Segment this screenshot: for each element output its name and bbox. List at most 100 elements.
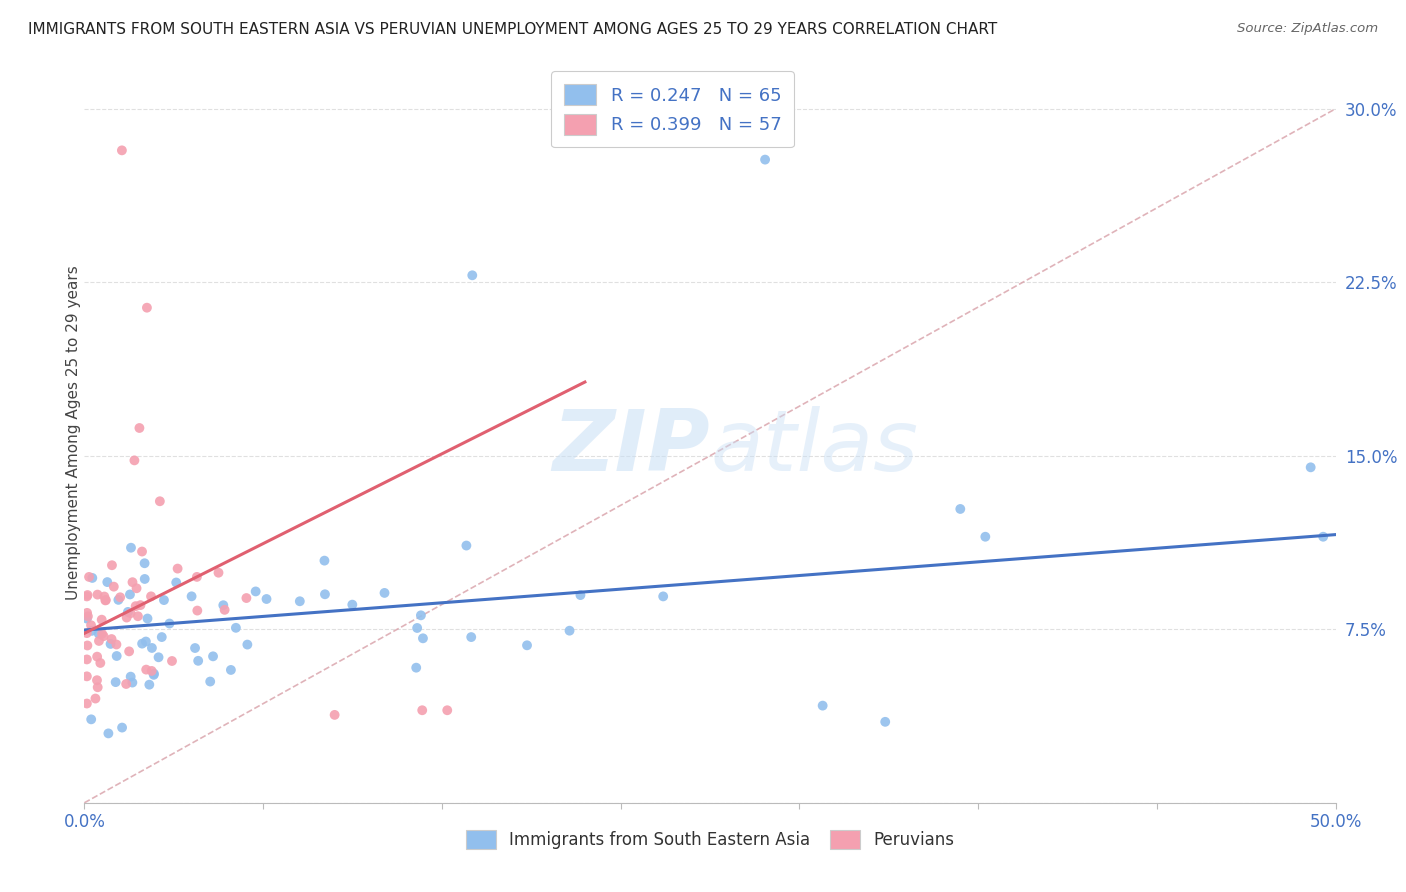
Point <box>148 650 170 665</box>
Point <box>124 599 146 614</box>
Point <box>118 644 141 658</box>
Point <box>184 640 207 655</box>
Point <box>128 421 150 435</box>
Point <box>101 558 124 573</box>
Point <box>90 613 112 627</box>
Point <box>120 670 142 684</box>
Point <box>100 632 122 646</box>
Point <box>107 592 129 607</box>
Point <box>323 707 346 722</box>
Point <box>166 561 188 575</box>
Legend: Immigrants from South Eastern Asia, Peruvians: Immigrants from South Eastern Asia, Peru… <box>457 822 963 857</box>
Point <box>93 590 115 604</box>
Point <box>131 544 153 558</box>
Point <box>120 541 142 555</box>
Point <box>77 609 100 624</box>
Point <box>516 638 538 652</box>
Point <box>100 637 122 651</box>
Point <box>186 604 208 618</box>
Point <box>93 629 115 643</box>
Point <box>314 554 336 568</box>
Point <box>80 618 103 632</box>
Point <box>245 584 267 599</box>
Point <box>165 575 187 590</box>
Point <box>120 606 142 620</box>
Point <box>129 598 152 612</box>
Point <box>142 668 165 682</box>
Point <box>1312 530 1334 544</box>
Point <box>652 590 675 604</box>
Point <box>86 588 108 602</box>
Point <box>111 144 134 158</box>
Point <box>150 630 173 644</box>
Point <box>108 591 131 605</box>
Point <box>115 610 138 624</box>
Point <box>117 605 139 619</box>
Point <box>76 669 98 683</box>
Point <box>153 593 176 607</box>
Point <box>949 502 972 516</box>
Point <box>87 634 110 648</box>
Point <box>136 611 159 625</box>
Point <box>86 673 108 688</box>
Point <box>134 556 156 570</box>
Point <box>111 721 134 735</box>
Point <box>159 616 181 631</box>
Point <box>89 656 111 670</box>
Point <box>77 570 100 584</box>
Point <box>200 674 222 689</box>
Point <box>207 566 229 580</box>
Point <box>97 726 120 740</box>
Point <box>135 663 157 677</box>
Point <box>314 587 336 601</box>
Point <box>121 675 143 690</box>
Point <box>411 703 433 717</box>
Point <box>136 301 159 315</box>
Point <box>406 621 429 635</box>
Point <box>214 603 236 617</box>
Point <box>202 649 225 664</box>
Point <box>76 606 98 620</box>
Point <box>225 621 247 635</box>
Point <box>125 582 148 596</box>
Point <box>87 626 110 640</box>
Point <box>104 675 127 690</box>
Point <box>80 624 103 638</box>
Point <box>76 626 98 640</box>
Text: IMMIGRANTS FROM SOUTH EASTERN ASIA VS PERUVIAN UNEMPLOYMENT AMONG AGES 25 TO 29 : IMMIGRANTS FROM SOUTH EASTERN ASIA VS PE… <box>28 22 997 37</box>
Point <box>236 638 259 652</box>
Point <box>180 590 202 604</box>
Point <box>86 649 108 664</box>
Point <box>105 638 128 652</box>
Point <box>875 714 897 729</box>
Point <box>811 698 834 713</box>
Point <box>558 624 581 638</box>
Point <box>76 590 98 604</box>
Point <box>141 664 163 678</box>
Point <box>121 575 143 590</box>
Point <box>412 632 434 646</box>
Point <box>134 572 156 586</box>
Point <box>569 588 592 602</box>
Point <box>76 588 98 602</box>
Point <box>103 580 125 594</box>
Point <box>131 637 153 651</box>
Point <box>139 590 162 604</box>
Point <box>127 609 149 624</box>
Point <box>91 626 114 640</box>
Point <box>76 639 98 653</box>
Text: ZIP: ZIP <box>553 406 710 489</box>
Point <box>118 587 141 601</box>
Point <box>124 453 146 467</box>
Point <box>138 678 160 692</box>
Point <box>974 530 997 544</box>
Point <box>94 593 117 607</box>
Point <box>105 648 128 663</box>
Point <box>187 654 209 668</box>
Point <box>212 598 235 612</box>
Point <box>460 630 482 644</box>
Text: atlas: atlas <box>710 406 918 489</box>
Text: Source: ZipAtlas.com: Source: ZipAtlas.com <box>1237 22 1378 36</box>
Point <box>80 712 103 726</box>
Point <box>1299 460 1322 475</box>
